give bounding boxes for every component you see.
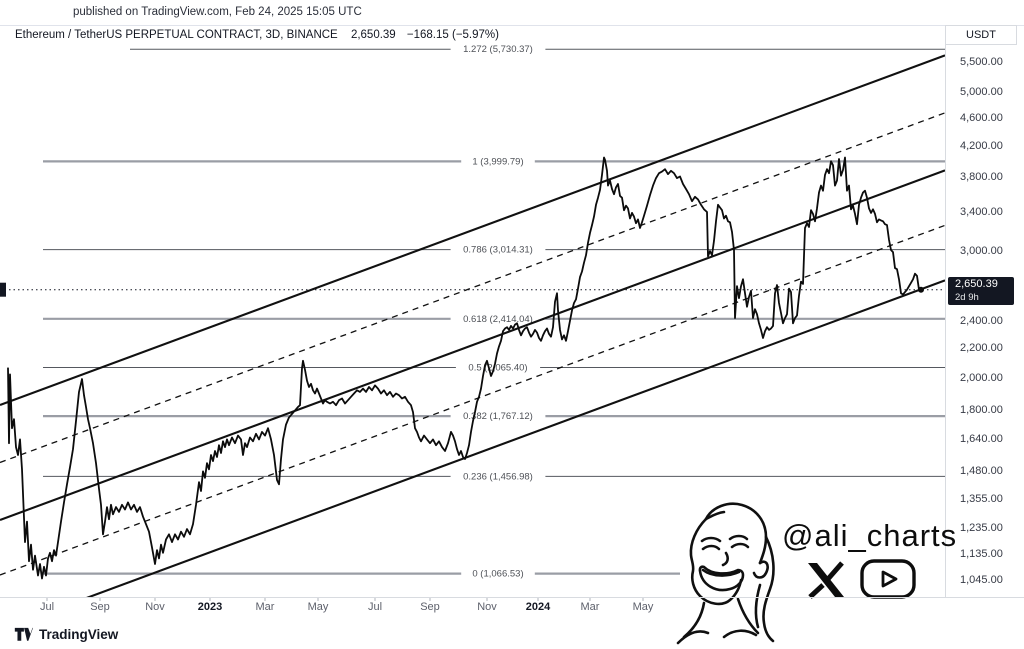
time-axis-label: Sep [420,601,440,613]
fib-label-bg [450,42,546,56]
symbol-title: Ethereum / TetherUS PERPETUAL CONTRACT, … [15,29,338,41]
time-axis-label: Jul [39,601,55,613]
x-logo-icon [800,558,852,602]
footer-attribution: TradingView [14,626,118,643]
fib-label-bg [461,154,535,168]
price-axis-label: 1,235.00 [960,521,1003,534]
fib-label-bg [455,360,541,374]
price-axis-label: 2,000.00 [960,371,1003,384]
time-axis-label: 2023 [197,601,223,613]
price-axis-label: 2,200.00 [960,341,1003,354]
price-axis-label: 1,045.00 [960,573,1003,586]
header-separator [0,25,1024,26]
time-axis-label: Jul [367,601,383,613]
fib-level-label: 0.236 (1,456.98) [463,471,533,482]
tradingview-logo-icon [14,627,33,641]
time-axis-label: May [632,601,654,613]
fib-level-label: 0.786 (3,014.31) [463,245,533,256]
footer-brand-link[interactable]: TradingView [39,627,119,642]
published-caption: published on TradingView.com, Feb 24, 20… [73,6,362,18]
time-axis-label: Mar [580,601,600,613]
left-edge-price-marker [0,282,6,297]
time-axis-label: 2024 [525,601,551,613]
channel-line-dashed [0,112,945,464]
chart-legend: Ethereum / TetherUS PERPETUAL CONTRACT, … [15,29,499,41]
price-axis-label: 5,500.00 [960,56,1003,68]
fib-label-bg [461,567,535,581]
time-axis-separator [0,597,1024,598]
time-axis-label: May [307,601,329,613]
price-axis-separator [945,25,946,597]
badge-price: 2,650.39 [955,277,998,290]
time-axis-label: Nov [477,601,497,613]
price-axis-label: 3,800.00 [960,171,1003,184]
fib-label-bg [450,312,546,326]
price-line [7,156,922,580]
badge-countdown: 2d 9h [955,291,979,303]
price-axis-label: 4,200.00 [960,140,1003,153]
price-change-value: −168.15 (−5.97%) [406,29,499,41]
channel-line-solid [0,169,945,521]
watermark [676,502,920,645]
fib-level-label: 0 (1,066.53) [472,569,523,580]
fib-label-bg [450,469,546,483]
price-axis-label: 1,640.00 [960,433,1003,446]
face-sketch-icon [676,502,775,645]
price-axis-label: 1,800.00 [960,404,1003,417]
fib-level-label: 1.272 (5,730.37) [463,44,533,55]
price-axis-label: 2,400.00 [960,314,1003,327]
fib-level-label: 0.618 (2,414.04) [463,314,533,325]
time-axis-label: Nov [145,601,165,613]
price-axis-label: 3,400.00 [960,206,1003,218]
price-axis-label: 1,480.00 [960,465,1003,478]
price-axis-label: 1,135.00 [960,548,1003,561]
watermark-handle: @ali_charts [782,518,958,553]
price-axis-label: 4,600.00 [960,111,1003,124]
fib-level-label: 0.382 (1,767.12) [463,411,533,422]
fib-label-bg [450,243,546,257]
last-price-badge: 2,650.39 2d 9h [948,276,1014,305]
channel-line-dashed [0,224,945,576]
price-axis-label: 3,000.00 [960,245,1003,258]
channel-line-solid [86,279,945,597]
channel-line-solid [0,54,945,406]
time-axis-label: Sep [90,601,110,613]
fib-level-label: 0.5 (2,065.40) [468,362,527,373]
fib-level-label: 1 (3,999.79) [472,156,523,167]
price-axis-label: 1,355.00 [960,492,1003,505]
price-line-end-dot [918,286,924,293]
time-axis-label: Mar [255,601,275,613]
last-price-value: 2,650.39 [350,29,396,41]
price-axis-currency: USDT [945,25,1017,45]
price-axis-label: 5,000.00 [960,85,1003,98]
youtube-logo-icon [856,558,920,602]
